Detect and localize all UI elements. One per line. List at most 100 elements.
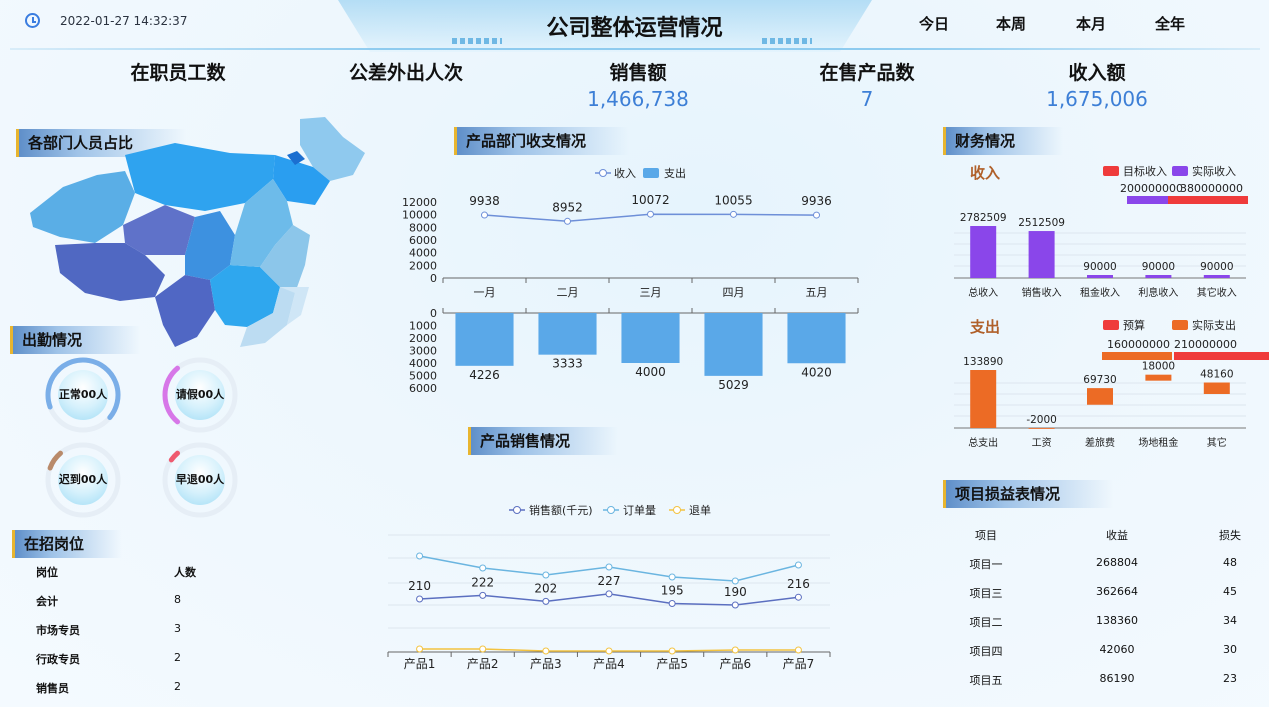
sales-point[interactable] xyxy=(416,595,424,603)
gauge-bar-target xyxy=(1168,196,1248,204)
orders-point[interactable] xyxy=(479,564,487,572)
period-month-button[interactable]: 本月 xyxy=(1076,15,1107,33)
returns-point[interactable] xyxy=(668,647,676,655)
expense-bar[interactable] xyxy=(787,313,846,364)
pl-cell: 34 xyxy=(1223,614,1237,627)
income-point[interactable] xyxy=(813,211,820,219)
finance-bar[interactable] xyxy=(1028,231,1055,278)
orders-point[interactable] xyxy=(416,552,424,560)
attendance-ring xyxy=(162,357,238,433)
sales-data-label: 210 xyxy=(408,579,431,593)
pl-cell: 45 xyxy=(1223,585,1237,598)
income-point[interactable] xyxy=(730,210,737,218)
map-region[interactable] xyxy=(155,275,215,347)
orders-point[interactable] xyxy=(794,561,802,569)
gauge-bar-actual xyxy=(1102,352,1172,360)
map-region[interactable] xyxy=(287,151,305,165)
attendance-ring xyxy=(45,357,121,433)
attendance-label: 迟到00人 xyxy=(58,473,108,486)
gauge-value: 160000000 xyxy=(1107,338,1170,351)
recruit-row-count: 2 xyxy=(174,680,181,693)
returns-point[interactable] xyxy=(794,646,802,654)
product-label: 产品3 xyxy=(530,657,562,671)
expense-bar[interactable] xyxy=(621,313,680,363)
product-label: 产品4 xyxy=(593,657,625,671)
pl-cell: 48 xyxy=(1223,556,1237,569)
finance-bar[interactable] xyxy=(970,226,997,278)
map-region[interactable] xyxy=(185,211,235,280)
income-data-label: 10072 xyxy=(631,193,669,207)
expense-bar[interactable] xyxy=(455,313,514,366)
finance-bar[interactable] xyxy=(1203,275,1230,278)
orders-point[interactable] xyxy=(605,563,613,571)
map-region[interactable] xyxy=(230,179,293,267)
expense-y-tick: 3000 xyxy=(409,345,437,358)
orders-point[interactable] xyxy=(731,577,739,585)
map-region[interactable] xyxy=(260,225,310,293)
pl-cell: 86190 xyxy=(1099,672,1135,685)
orders-point[interactable] xyxy=(668,573,676,581)
expense-chart: 支出 预算 实际支出 160000000 210000000 133890 总支出 -2000… xyxy=(954,318,1269,449)
map-region[interactable] xyxy=(240,287,295,347)
finance-bar[interactable] xyxy=(1087,388,1113,405)
attendance-core xyxy=(175,455,225,505)
income-point[interactable] xyxy=(647,210,654,218)
attendance-ring xyxy=(162,442,238,518)
period-today-button[interactable]: 今日 xyxy=(919,15,950,33)
section-title-finance: 财务情况 xyxy=(943,127,1063,155)
map-region[interactable] xyxy=(125,143,275,211)
returns-point[interactable] xyxy=(731,646,739,654)
gauge-value: 380000000 xyxy=(1180,182,1243,195)
income-point[interactable] xyxy=(564,217,571,225)
map-region[interactable] xyxy=(210,265,280,327)
finance-category: 销售收入 xyxy=(1022,286,1062,299)
attendance-1: 请假00人 xyxy=(161,356,239,434)
map-region[interactable] xyxy=(123,205,195,255)
period-year-button[interactable]: 全年 xyxy=(1155,15,1186,33)
sales-point[interactable] xyxy=(542,597,550,605)
expense-y-tick: 6000 xyxy=(409,382,437,395)
finance-category: 工资 xyxy=(1032,437,1052,449)
returns-point[interactable] xyxy=(416,645,424,653)
expense-bar[interactable] xyxy=(538,313,597,355)
expense-y-tick: 0 xyxy=(430,307,437,320)
income-point[interactable] xyxy=(481,211,488,219)
sales-point[interactable] xyxy=(794,593,802,601)
map-region[interactable] xyxy=(273,155,330,205)
sales-point[interactable] xyxy=(668,600,676,607)
finance-bar[interactable] xyxy=(1145,374,1172,381)
period-week-button[interactable]: 本周 xyxy=(996,15,1027,33)
finance-bar[interactable] xyxy=(970,370,997,428)
finance-bar[interactable] xyxy=(1203,382,1230,394)
recruit-header-count: 人数 xyxy=(174,566,196,579)
orders-point[interactable] xyxy=(542,571,550,579)
returns-point[interactable] xyxy=(542,647,550,655)
pl-cell: 项目三 xyxy=(969,587,1003,600)
returns-point[interactable] xyxy=(479,645,487,653)
kpi-products: 在售产品数 7 xyxy=(777,58,957,111)
finance-bar[interactable] xyxy=(1087,275,1113,278)
finance-bar[interactable] xyxy=(1145,275,1172,278)
returns-point[interactable] xyxy=(605,647,613,655)
sales-point[interactable] xyxy=(479,591,487,599)
legend-income-marker xyxy=(599,169,607,177)
legend-label: 退单 xyxy=(689,504,711,517)
finance-bar[interactable] xyxy=(1028,428,1055,429)
legend-label: 实际收入 xyxy=(1192,164,1236,178)
ring-arc xyxy=(168,450,181,463)
map-region[interactable] xyxy=(280,287,309,325)
legend-marker xyxy=(607,506,615,514)
finance-data-label: -2000 xyxy=(1026,414,1057,426)
sales-point[interactable] xyxy=(731,601,739,609)
pl-cell: 362664 xyxy=(1096,585,1138,598)
attendance-core xyxy=(58,455,108,505)
expense-bar[interactable] xyxy=(704,313,763,376)
map-region[interactable] xyxy=(300,117,365,181)
sales-point[interactable] xyxy=(605,590,613,598)
map-region[interactable] xyxy=(30,171,135,243)
header-decoration-right xyxy=(762,38,812,44)
map-region[interactable] xyxy=(55,243,165,301)
legend-label: 实际支出 xyxy=(1192,318,1236,332)
attendance-core xyxy=(175,370,225,420)
gauge-value: 200000000 xyxy=(1120,182,1183,195)
